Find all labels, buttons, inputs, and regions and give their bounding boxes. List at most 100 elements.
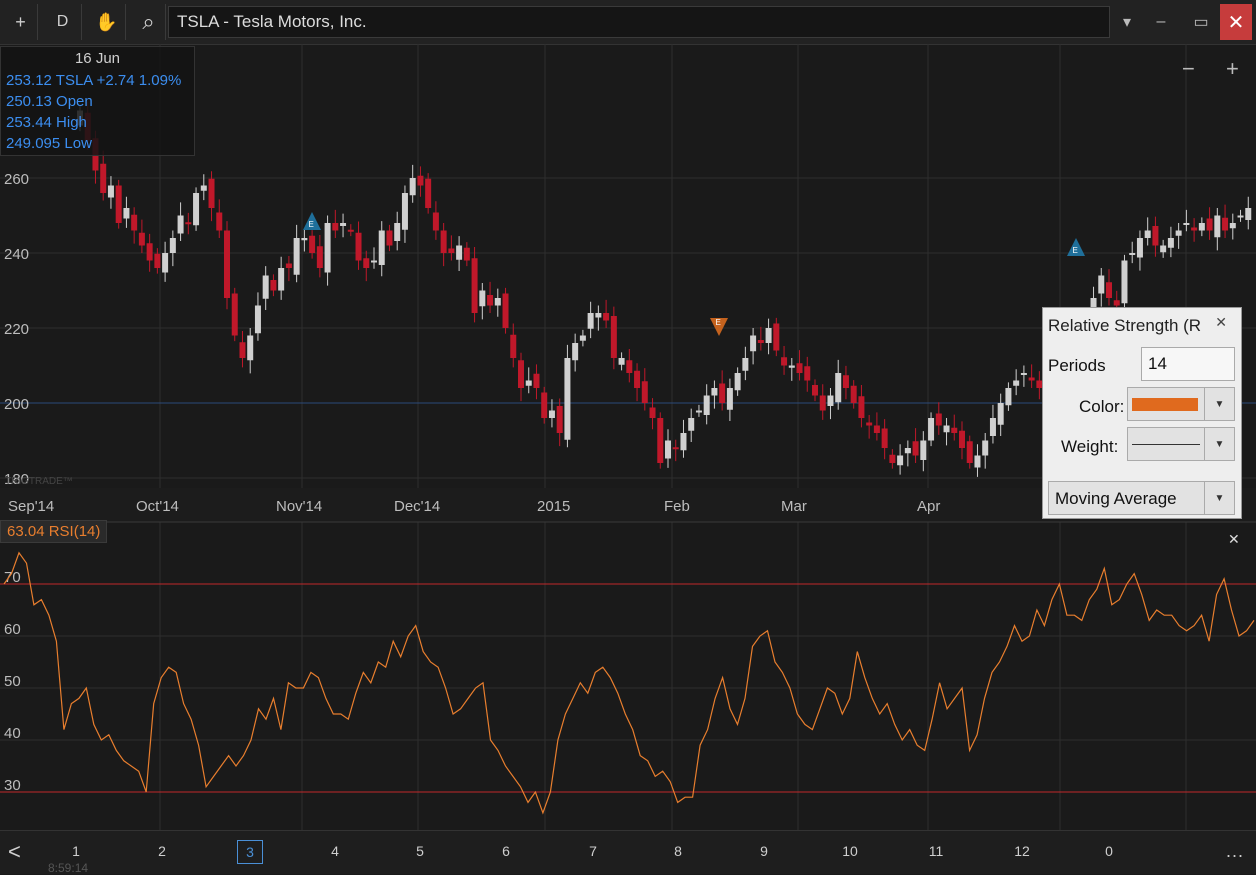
page-tab-8[interactable]: 8	[674, 843, 682, 859]
candle-body	[285, 263, 292, 268]
close-icon: ✕	[1227, 11, 1245, 34]
page-tab-5[interactable]: 5	[416, 843, 424, 859]
time-axis: Sep'14 Oct'14 Nov'14 Dec'14 2015 Feb Mar Apr	[8, 498, 940, 515]
price-tick-label: 260	[4, 171, 29, 188]
chevron-down-icon: ▼	[1204, 482, 1234, 514]
candle-body	[765, 328, 772, 343]
pan-tool-button[interactable]: ✋	[88, 4, 126, 40]
candle-body	[131, 214, 138, 231]
candle-body	[1222, 217, 1229, 231]
candle	[873, 412, 880, 441]
add-chart-button[interactable]: +	[4, 4, 38, 40]
period-label: D	[56, 13, 69, 30]
zoom-out-button[interactable]: −	[1182, 56, 1195, 82]
candle-body	[742, 358, 749, 371]
candle-body	[541, 392, 548, 418]
candle-body	[618, 358, 625, 365]
close-icon: ✕	[1228, 531, 1240, 547]
candle	[340, 213, 347, 238]
minimize-button[interactable]: –	[1144, 4, 1178, 40]
rsi-tick-label: 60	[4, 621, 21, 638]
rsi-close-button[interactable]: ✕	[1228, 531, 1240, 548]
candle-body	[309, 235, 316, 253]
candle-body	[347, 229, 354, 232]
candle-body	[324, 223, 331, 273]
zoom-in-button[interactable]: +	[1226, 56, 1239, 82]
page-tab-0[interactable]: 0	[1105, 843, 1113, 859]
rsi-label[interactable]: 63.04 RSI(14)	[0, 520, 108, 543]
candle-body	[1160, 245, 1167, 253]
candle	[1036, 371, 1043, 400]
candle	[386, 224, 393, 252]
candle-body	[371, 260, 377, 263]
candle-body	[340, 223, 347, 226]
candle-body	[1113, 300, 1120, 306]
page-tab-9[interactable]: 9	[760, 843, 768, 859]
candle-body	[672, 447, 679, 450]
candle	[285, 256, 292, 282]
time-tick-label: Feb	[664, 498, 690, 515]
candle-body	[1144, 230, 1151, 238]
maximize-button[interactable]: ▭	[1184, 4, 1218, 40]
candle	[842, 365, 849, 400]
page-tab-12[interactable]: 12	[1014, 843, 1030, 859]
candle-body	[897, 455, 904, 466]
candle-body	[974, 455, 981, 468]
page-tab-1[interactable]: 1	[72, 843, 80, 859]
symbol-dropdown-button[interactable]: ▾	[1110, 4, 1144, 40]
maximize-icon: ▭	[1193, 14, 1209, 31]
weight-label: Weight:	[1061, 437, 1119, 456]
candle-body	[1121, 260, 1128, 304]
candle-body	[688, 418, 695, 431]
candle	[750, 328, 757, 365]
price-tick-label: 240	[4, 246, 29, 263]
toolbar: + D ✋ ⌕ TSLA - Tesla Motors, Inc. ▾ – ▭ …	[0, 0, 1256, 45]
color-select[interactable]: ▼	[1127, 387, 1235, 421]
page-tab-3[interactable]: 3	[237, 840, 263, 864]
page-tab-7[interactable]: 7	[589, 843, 597, 859]
search-button[interactable]: ⌕	[132, 4, 166, 40]
candle-body	[394, 223, 401, 241]
candle-body	[726, 388, 733, 410]
candle-body	[177, 215, 184, 234]
symbol-input[interactable]: TSLA - Tesla Motors, Inc.	[168, 6, 1110, 38]
candle-body	[788, 365, 795, 368]
candle	[1005, 382, 1012, 411]
candle-body	[889, 454, 896, 463]
candle-body	[316, 246, 323, 268]
periods-input[interactable]: 14	[1141, 347, 1235, 381]
info-high: 253.44 High	[6, 114, 87, 131]
candle-body	[448, 248, 455, 253]
candle-body	[247, 335, 254, 361]
candle-body	[154, 253, 161, 268]
back-button[interactable]: <	[8, 839, 21, 865]
time-tick-label: Mar	[781, 498, 807, 515]
candle	[363, 250, 370, 282]
candle-body	[1152, 226, 1159, 246]
dialog-close-button[interactable]: ✕	[1215, 314, 1227, 331]
page-tab-2[interactable]: 2	[158, 843, 166, 859]
candle-body	[641, 381, 648, 403]
minimize-icon: –	[1156, 13, 1166, 30]
candle	[928, 412, 935, 447]
candle	[432, 201, 439, 240]
more-button[interactable]: ...	[1226, 841, 1244, 862]
weight-select[interactable]: ▼	[1127, 427, 1235, 461]
moving-average-select[interactable]: Moving Average ▼	[1048, 481, 1235, 515]
page-tab-4[interactable]: 4	[331, 843, 339, 859]
rsi-tick-label: 50	[4, 673, 21, 690]
candle-body	[920, 440, 927, 460]
candle-body	[680, 433, 687, 451]
candle	[703, 384, 710, 425]
candle	[657, 412, 664, 469]
period-button[interactable]: D	[44, 4, 82, 40]
candle	[193, 187, 200, 231]
candle	[1144, 217, 1151, 246]
candle-body	[711, 388, 718, 396]
page-tab-6[interactable]: 6	[502, 843, 510, 859]
close-window-button[interactable]: ✕	[1220, 4, 1252, 40]
page-tab-10[interactable]: 10	[842, 843, 858, 859]
page-tab-11[interactable]: 11	[928, 843, 944, 859]
candle-body	[1013, 380, 1020, 386]
candle-body	[332, 223, 339, 231]
